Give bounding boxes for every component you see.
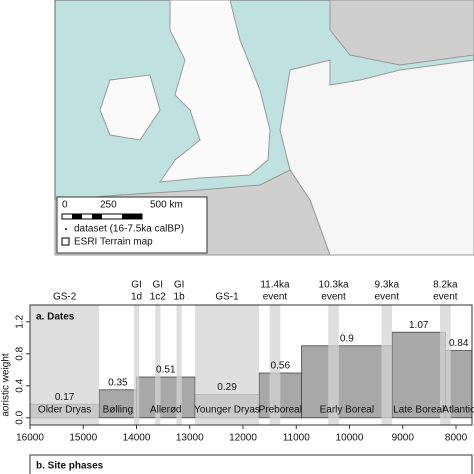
category-label: Allerød — [150, 405, 182, 416]
value-label: 0.51 — [156, 365, 176, 376]
category-label: Atlantic — [442, 405, 474, 416]
value-label: 0.9 — [340, 333, 354, 344]
bar — [391, 331, 446, 419]
period-band — [381, 305, 393, 425]
x-tick-label: 16000 — [16, 433, 44, 444]
category-label: Preboreal — [259, 405, 302, 416]
period-label: GI — [131, 280, 142, 291]
period-label: 10.3ka — [319, 280, 349, 291]
x-tick-label: 9000 — [392, 433, 415, 444]
period-label: 11.4ka — [260, 280, 290, 291]
x-tick-label: 11000 — [283, 433, 311, 444]
scandinavia — [329, 0, 474, 66]
x-tick-label: 8000 — [445, 433, 468, 444]
period-band — [440, 305, 451, 425]
period-label: 1d — [131, 292, 142, 303]
next-panel-title: b. Site phases — [36, 461, 104, 472]
bar — [98, 389, 137, 419]
category-label: Late Boreal — [393, 405, 444, 416]
period-band — [269, 305, 281, 425]
period-band — [195, 305, 259, 425]
x-tick-label: 10000 — [336, 433, 364, 444]
y-tick-label: 0.0 — [15, 410, 26, 424]
period-label: event — [375, 292, 400, 303]
legend-box — [56, 196, 208, 254]
period-band — [30, 305, 100, 425]
legend-entry: dataset (16-7.5ka calBP) — [74, 224, 184, 235]
value-label: 1.07 — [409, 320, 429, 331]
period-label: event — [433, 292, 458, 303]
y-tick-label: 0.8 — [15, 346, 26, 360]
period-label: 1c2 — [150, 292, 167, 303]
panel-title: a. Dates — [36, 312, 75, 323]
category-label: Bølling — [103, 405, 134, 416]
ireland — [99, 74, 161, 141]
value-label: 0.84 — [449, 338, 469, 349]
category-label: Younger Dryas — [194, 405, 260, 416]
continent — [279, 59, 474, 256]
x-tick-label: 14000 — [123, 433, 151, 444]
legend-dot — [65, 228, 67, 230]
bar — [136, 376, 196, 419]
scale-bar — [92, 214, 102, 219]
next-panel-frame — [29, 454, 473, 474]
x-tick-label: 12000 — [229, 433, 257, 444]
value-label: 0.35 — [108, 377, 128, 388]
scale-bar — [122, 214, 142, 219]
period-label: GS-1 — [215, 292, 239, 303]
period-label: GI — [174, 280, 185, 291]
y-axis-label: aoristic weight — [1, 353, 12, 417]
scale-bar — [72, 214, 82, 219]
scale-label: 0 — [62, 200, 68, 211]
x-tick-label: 15000 — [69, 433, 97, 444]
period-band — [176, 305, 182, 425]
value-label: 0.29 — [217, 382, 237, 393]
value-label: 0.56 — [271, 361, 291, 372]
bar — [301, 345, 393, 419]
period-label: 1b — [174, 292, 186, 303]
period-label: 8.2ka — [433, 280, 458, 291]
great-britain — [158, 0, 271, 183]
x-tick-label: 13000 — [176, 433, 204, 444]
period-label: event — [321, 292, 346, 303]
value-label: 0.17 — [55, 392, 75, 403]
plot-frame — [29, 304, 473, 426]
map: 0 250 500 km dataset (16-7.5ka calBP) ES… — [54, 0, 474, 256]
scale-label: 250 — [100, 200, 117, 211]
period-label: GI — [153, 280, 164, 291]
y-tick-label: 1.2 — [15, 314, 26, 328]
category-label: Early Boreal — [320, 405, 374, 416]
legend-swatch — [61, 237, 70, 246]
period-label: GS-2 — [53, 292, 77, 303]
period-band — [155, 305, 161, 425]
period-band — [328, 305, 339, 425]
period-band — [133, 305, 140, 425]
scale-label: 500 km — [150, 200, 183, 211]
category-label: Older Dryas — [38, 405, 91, 416]
period-label: event — [263, 292, 288, 303]
legend-entry: ESRI Terrain map — [74, 237, 153, 248]
period-label: 9.3ka — [375, 280, 400, 291]
y-tick-label: 0.4 — [15, 378, 26, 392]
